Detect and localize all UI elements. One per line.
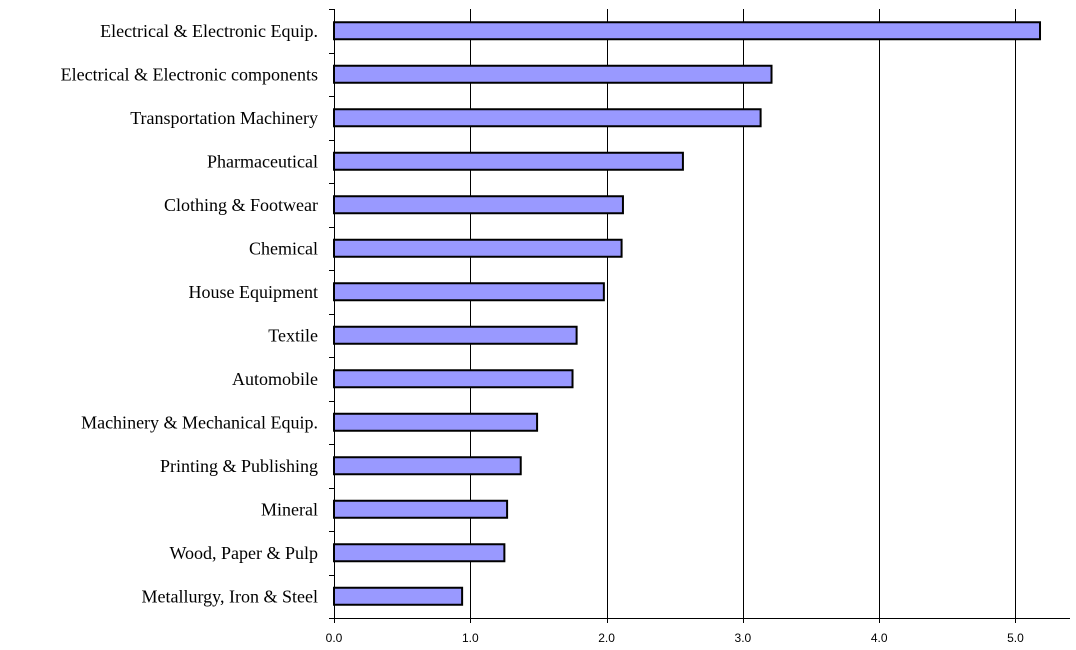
category-label-12: Wood, Paper & Pulp xyxy=(169,543,318,563)
category-label-1: Electrical & Electronic components xyxy=(61,64,318,84)
gridlines xyxy=(470,9,1016,618)
bar-8 xyxy=(333,369,574,389)
category-label-3: Pharmaceutical xyxy=(207,151,318,171)
category-label-8: Automobile xyxy=(232,369,318,389)
bar-13 xyxy=(333,586,464,606)
category-label-0: Electrical & Electronic Equip. xyxy=(100,21,318,41)
bar-10 xyxy=(333,456,522,476)
x-tick-label-5: 5.0 xyxy=(1007,631,1024,645)
category-label-6: House Equipment xyxy=(189,282,318,302)
category-label-9: Machinery & Mechanical Equip. xyxy=(81,412,318,432)
category-labels: Electrical & Electronic Equip. Electrical… xyxy=(61,21,318,607)
category-label-2: Transportation Machinery xyxy=(130,108,318,128)
category-label-11: Mineral xyxy=(261,499,318,519)
x-tick-label-2: 2.0 xyxy=(598,631,615,645)
bar-7 xyxy=(333,325,578,345)
bar-1 xyxy=(333,64,773,84)
bar-5 xyxy=(333,238,623,258)
axes xyxy=(329,9,1070,623)
bar-2 xyxy=(333,108,762,128)
x-tick-label-1: 1.0 xyxy=(462,631,479,645)
bar-11 xyxy=(333,499,509,519)
x-tick-label-3: 3.0 xyxy=(735,631,752,645)
category-label-7: Textile xyxy=(268,325,318,345)
bar-6 xyxy=(333,282,605,302)
bar-12 xyxy=(333,543,506,563)
category-label-4: Clothing & Footwear xyxy=(164,195,318,215)
bar-4 xyxy=(333,195,624,215)
category-label-5: Chemical xyxy=(249,238,318,258)
bars xyxy=(333,21,1042,606)
bar-9 xyxy=(333,412,539,432)
x-tick-label-0: 0.0 xyxy=(326,631,343,645)
category-label-10: Printing & Publishing xyxy=(160,456,318,476)
bar-3 xyxy=(333,151,684,171)
bar-0 xyxy=(333,21,1042,41)
x-tick-label-4: 4.0 xyxy=(871,631,888,645)
x-tick-labels: 0.0 1.0 2.0 3.0 4.0 5.0 xyxy=(326,631,1024,645)
category-label-13: Metallurgy, Iron & Steel xyxy=(142,586,318,606)
